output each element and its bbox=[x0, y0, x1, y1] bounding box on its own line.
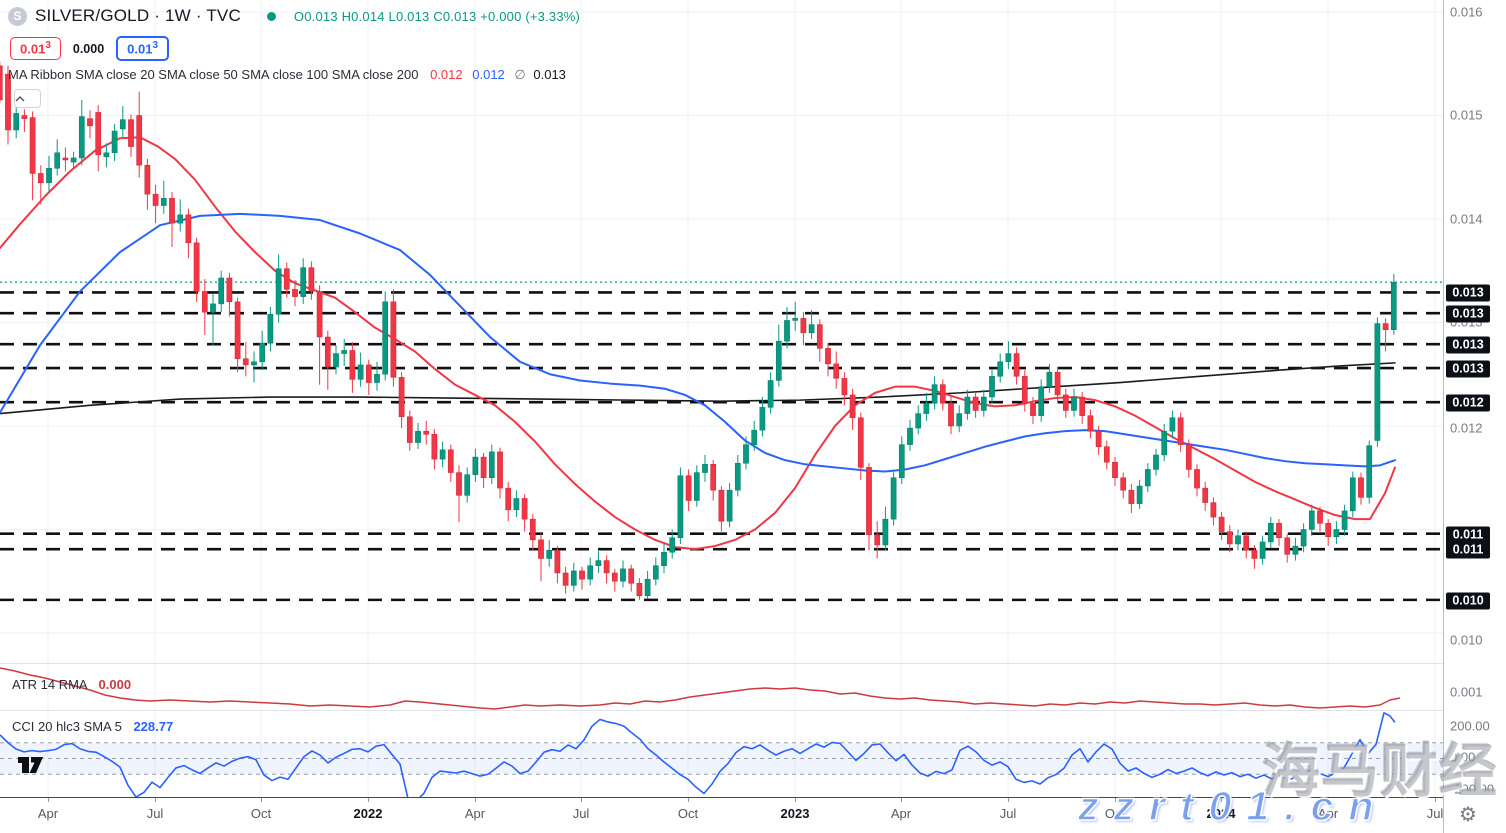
time-tick bbox=[1435, 798, 1436, 802]
time-tick bbox=[48, 798, 49, 802]
cci-legend[interactable]: CCI 20 hlc3 SMA 5 228.77 bbox=[12, 719, 173, 734]
cci-label: CCI 20 hlc3 SMA 5 bbox=[12, 719, 122, 734]
atr-legend[interactable]: ATR 14 RMA 0.000 bbox=[12, 677, 131, 692]
price-axis-label: 0.001 bbox=[1450, 684, 1483, 700]
market-status-dot-icon bbox=[266, 11, 276, 21]
watermark-url: zzrt01.cn bbox=[1077, 782, 1389, 830]
ma-ribbon-label: MA Ribbon SMA close 20 SMA close 50 SMA … bbox=[8, 67, 419, 82]
spread-value: 0.000 bbox=[72, 41, 105, 56]
sma20-value: 0.012 bbox=[430, 67, 463, 82]
sell-button[interactable]: 0.013 bbox=[10, 37, 61, 61]
sma100-hidden-value: ∅ bbox=[514, 67, 526, 82]
cci-value: 228.77 bbox=[133, 719, 174, 734]
price-axis-label: 0.010 bbox=[1450, 632, 1483, 648]
time-label: Jul bbox=[1426, 806, 1444, 821]
main-price-pane[interactable] bbox=[0, 0, 1443, 663]
axis-settings-gear-icon[interactable]: ⚙ bbox=[1459, 804, 1477, 826]
time-tick bbox=[581, 798, 582, 802]
level-price-chip: 0.011 bbox=[1446, 541, 1490, 559]
time-tick bbox=[155, 798, 156, 802]
collapse-button[interactable] bbox=[14, 89, 41, 108]
time-label: 2022 bbox=[353, 806, 383, 821]
time-label: Apr bbox=[37, 806, 59, 821]
watermark-brand: 海马财经 bbox=[1262, 739, 1499, 804]
level-price-chip: 0.013 bbox=[1446, 336, 1490, 354]
price-axis-label: 0.016 bbox=[1450, 4, 1483, 20]
time-label: Jul bbox=[572, 806, 590, 821]
price-axis-label: 0.012 bbox=[1450, 420, 1483, 436]
time-label: 2024 bbox=[1206, 806, 1236, 821]
time-label: Apr bbox=[464, 806, 486, 821]
time-tick bbox=[1115, 798, 1116, 802]
time-label: Apr bbox=[890, 806, 912, 821]
atr-value: 0.000 bbox=[98, 677, 132, 692]
level-price-chip: 0.010 bbox=[1446, 592, 1490, 610]
level-price-chip: 0.011 bbox=[1446, 526, 1490, 544]
symbol-logo-icon: S bbox=[8, 6, 27, 26]
time-tick bbox=[261, 798, 262, 802]
time-label: Oct bbox=[677, 806, 699, 821]
time-tick bbox=[368, 798, 369, 802]
trade-panel: 0.013 0.000 0.013 bbox=[10, 36, 170, 62]
sma50-value: 0.012 bbox=[472, 67, 505, 82]
cci-indicator-pane[interactable] bbox=[0, 710, 1443, 797]
time-tick bbox=[901, 798, 902, 802]
time-label: Jul bbox=[146, 806, 164, 821]
price-axis-label: 0.015 bbox=[1450, 107, 1483, 123]
time-label: Apr bbox=[1317, 806, 1339, 821]
time-label: 2023 bbox=[780, 806, 810, 821]
time-tick bbox=[688, 798, 689, 802]
symbol-legend: S SILVER/GOLD · 1W · TVC O0.013 H0.014 L… bbox=[8, 6, 580, 26]
time-tick bbox=[1008, 798, 1009, 802]
level-price-chip: 0.013 bbox=[1446, 284, 1490, 302]
buy-button[interactable]: 0.013 bbox=[116, 36, 170, 62]
price-axis-label: 0.014 bbox=[1450, 211, 1483, 227]
time-tick bbox=[795, 798, 796, 802]
time-label: Oct bbox=[250, 806, 272, 821]
time-tick bbox=[475, 798, 476, 802]
level-price-chip: 0.013 bbox=[1446, 305, 1490, 323]
ma-ribbon-legend[interactable]: MA Ribbon SMA close 20 SMA close 50 SMA … bbox=[8, 67, 566, 83]
price-axis[interactable]: 0.016 0.015 0.014 0.013 0.012 0.010 0.001 200.0… bbox=[1443, 0, 1506, 833]
time-axis[interactable]: Apr Jul Oct 2022 Apr Jul Oct 2023 Apr Jul Oct 2024 A… bbox=[0, 797, 1443, 833]
price-axis-label: 0.00 bbox=[1450, 749, 1476, 765]
price-axis-label: 200.00 bbox=[1450, 718, 1490, 734]
sma200-value: 0.013 bbox=[533, 67, 566, 82]
atr-indicator-pane[interactable] bbox=[0, 663, 1443, 710]
time-label: Jul bbox=[999, 806, 1017, 821]
chevron-up-icon bbox=[15, 95, 25, 101]
level-price-chip: 0.013 bbox=[1446, 360, 1490, 378]
time-label: Oct bbox=[1104, 806, 1126, 821]
ohlc-values: O0.013 H0.014 L0.013 C0.013 +0.000 (+3.3… bbox=[293, 8, 581, 24]
atr-label: ATR 14 RMA bbox=[12, 677, 87, 692]
time-tick bbox=[1221, 798, 1222, 802]
price-axis-label: -200.00 bbox=[1450, 781, 1495, 797]
symbol-title[interactable]: SILVER/GOLD · 1W · TVC bbox=[35, 6, 241, 25]
time-tick bbox=[1328, 798, 1329, 802]
level-price-chip: 0.012 bbox=[1446, 394, 1490, 412]
